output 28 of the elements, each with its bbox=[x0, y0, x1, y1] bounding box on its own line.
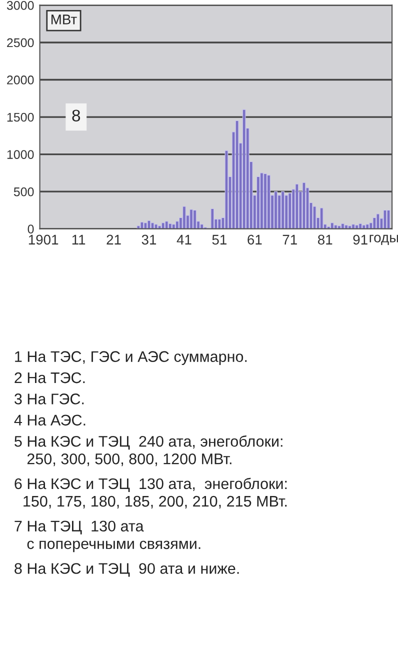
text: 4 На АЭС. bbox=[14, 414, 86, 426]
x-tick-label: 71 bbox=[282, 234, 297, 244]
annotation: 8 bbox=[72, 110, 80, 122]
y-tick-label: 0 bbox=[28, 224, 34, 234]
x-tick-label: 1901 bbox=[28, 234, 58, 245]
text: 2 На ТЭС. bbox=[14, 372, 85, 384]
text: 1 На ТЭС, ГЭС и АЭС суммарно. bbox=[15, 351, 247, 366]
y-tick-label: 2500 bbox=[7, 38, 34, 48]
text: 7 На ТЭЦ 130 ата с поперечными связями. bbox=[14, 520, 200, 552]
y-tick-label: 3000 bbox=[6, 1, 34, 10]
x-axis-title: годы bbox=[370, 234, 398, 246]
annotation: МВт bbox=[52, 14, 77, 24]
y-tick-label: 2000 bbox=[7, 76, 34, 84]
y-tick-label: 1000 bbox=[7, 150, 34, 159]
text: 3 На ГЭС. bbox=[14, 394, 84, 404]
x-tick-label: 81 bbox=[318, 234, 332, 245]
y-tick-label: 500 bbox=[14, 187, 34, 196]
x-tick-label: 21 bbox=[106, 234, 121, 244]
x-tick-label: 51 bbox=[212, 234, 226, 245]
x-tick-label: 31 bbox=[142, 234, 156, 245]
y-tick-label: 1500 bbox=[7, 112, 34, 122]
x-tick-label: 61 bbox=[248, 234, 262, 245]
text: 5 На КЭС и ТЭЦ 240 ата, энегоблоки: 250, 300, 500, 800, 1200 МВт. bbox=[14, 435, 282, 466]
text: 6 На КЭС и ТЭЦ 130 ата, энегоблоки: 150, 175, 180, 185, 200, 210, 215 МВт. bbox=[14, 478, 287, 509]
x-tick-label: 11 bbox=[72, 234, 86, 244]
text: 8 На КЭС и ТЭЦ 90 ата и ниже. bbox=[14, 563, 239, 577]
x-tick-label: 91 bbox=[353, 234, 368, 245]
x-tick-label: 41 bbox=[176, 234, 192, 244]
